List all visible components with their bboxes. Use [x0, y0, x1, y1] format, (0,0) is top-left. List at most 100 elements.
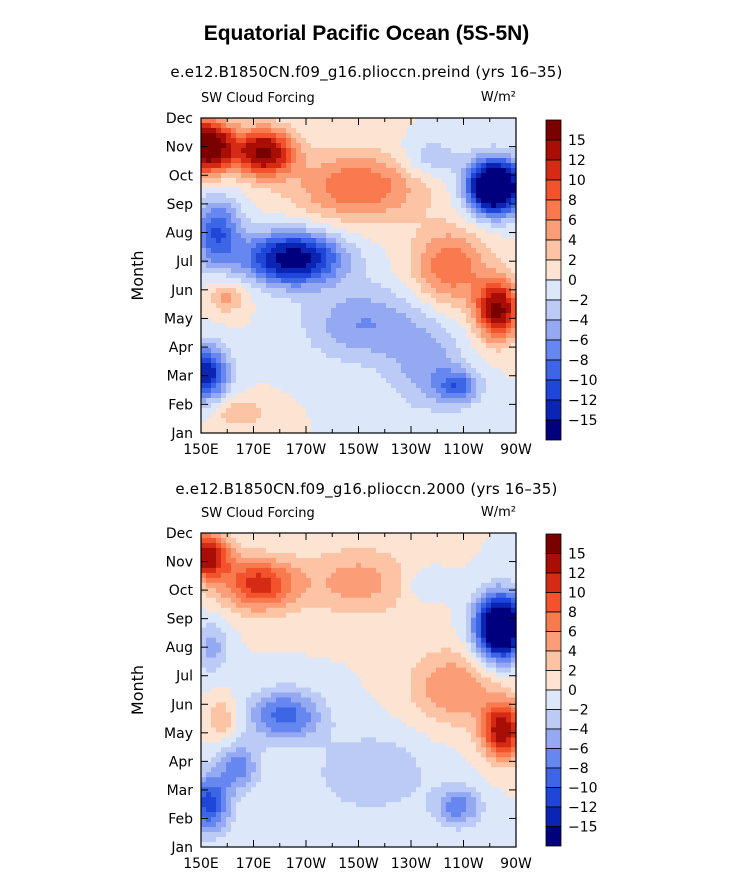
contour-cell — [476, 343, 482, 349]
contour-cell — [271, 153, 277, 159]
contour-cell — [381, 283, 387, 289]
contour-cell — [481, 428, 487, 434]
contour-cell — [216, 752, 222, 758]
contour-cell — [271, 617, 277, 624]
contour-cell — [271, 273, 277, 279]
contour-cell — [251, 577, 257, 584]
contour-cell — [336, 153, 342, 159]
contour-cell — [461, 308, 467, 314]
contour-cell — [451, 168, 457, 174]
contour-cell — [211, 348, 217, 354]
contour-cell — [306, 193, 312, 199]
contour-cell — [271, 193, 277, 199]
contour-cell — [501, 293, 507, 299]
contour-cell — [221, 787, 227, 793]
contour-cell — [261, 398, 267, 404]
contour-cell — [456, 378, 462, 384]
contour-cell — [271, 183, 277, 189]
contour-cell — [266, 622, 272, 629]
contour-cell — [476, 253, 482, 259]
contour-cell — [251, 363, 257, 369]
contour-cell — [366, 118, 372, 124]
contour-cell — [386, 118, 392, 124]
contour-cell — [406, 333, 412, 339]
contour-cell — [411, 153, 417, 159]
contour-cell — [221, 338, 227, 344]
contour-cell — [331, 403, 337, 409]
contour-cell — [256, 228, 262, 234]
contour-cell — [236, 253, 242, 259]
contour-cell — [286, 423, 292, 429]
contour-cell — [476, 283, 482, 289]
contour-cell — [291, 198, 297, 204]
contour-cell — [246, 607, 252, 614]
contour-cell — [276, 333, 282, 339]
contour-cell — [296, 298, 302, 304]
contour-cell — [361, 168, 367, 174]
contour-cell — [246, 153, 252, 159]
contour-cell — [441, 183, 447, 189]
contour-cell — [241, 318, 247, 324]
contour-cell — [411, 213, 417, 219]
contour-cell — [421, 298, 427, 304]
contour-cell — [206, 592, 212, 599]
contour-cell — [226, 837, 232, 843]
contour-cell — [311, 188, 317, 194]
contour-cell — [201, 278, 207, 284]
contour-cell — [201, 712, 207, 719]
contour-cell — [501, 238, 507, 244]
colorbar-label: 2 — [568, 253, 577, 269]
contour-cell — [486, 118, 492, 124]
contour-cell — [246, 343, 252, 349]
contour-cell — [486, 313, 492, 319]
contour-cell — [411, 378, 417, 384]
contour-cell — [286, 253, 292, 259]
contour-cell — [491, 408, 497, 414]
contour-cell — [311, 248, 317, 254]
contour-cell — [271, 163, 277, 169]
contour-cell — [461, 333, 467, 339]
contour-cell — [231, 428, 237, 434]
contour-cell — [501, 273, 507, 279]
contour-cell — [401, 233, 407, 239]
contour-cell — [501, 133, 507, 139]
contour-cell — [426, 258, 432, 264]
contour-cell — [256, 787, 262, 793]
contour-cell — [216, 343, 222, 349]
contour-cell — [391, 273, 397, 279]
contour-cell — [356, 368, 362, 374]
contour-cell — [226, 128, 232, 134]
contour-cell — [446, 328, 452, 334]
contour-cell — [476, 148, 482, 154]
contour-cell — [251, 408, 257, 414]
contour-cell — [251, 782, 257, 788]
contour-cell — [216, 238, 222, 244]
contour-cell — [486, 168, 492, 174]
contour-cell — [486, 423, 492, 429]
contour-cell — [471, 428, 477, 434]
contour-cell — [411, 308, 417, 314]
contour-cell — [206, 807, 212, 813]
contour-cell — [341, 263, 347, 269]
contour-cell — [501, 423, 507, 429]
contour-cell — [471, 148, 477, 154]
contour-cell — [376, 128, 382, 134]
contour-cell — [336, 323, 342, 329]
contour-cell — [381, 118, 387, 124]
contour-cell — [221, 617, 227, 624]
contour-cell — [286, 243, 292, 249]
contour-cell — [306, 363, 312, 369]
contour-cell — [266, 547, 272, 554]
contour-cell — [261, 767, 267, 773]
contour-cell — [211, 393, 217, 399]
contour-cell — [461, 403, 467, 409]
contour-cell — [501, 223, 507, 229]
contour-cell — [256, 213, 262, 219]
contour-cell — [246, 333, 252, 339]
contour-cell — [416, 223, 422, 229]
contour-cell — [246, 717, 252, 723]
contour-cell — [226, 208, 232, 214]
contour-cell — [221, 128, 227, 134]
contour-cell — [406, 293, 412, 299]
contour-cell — [426, 253, 432, 259]
